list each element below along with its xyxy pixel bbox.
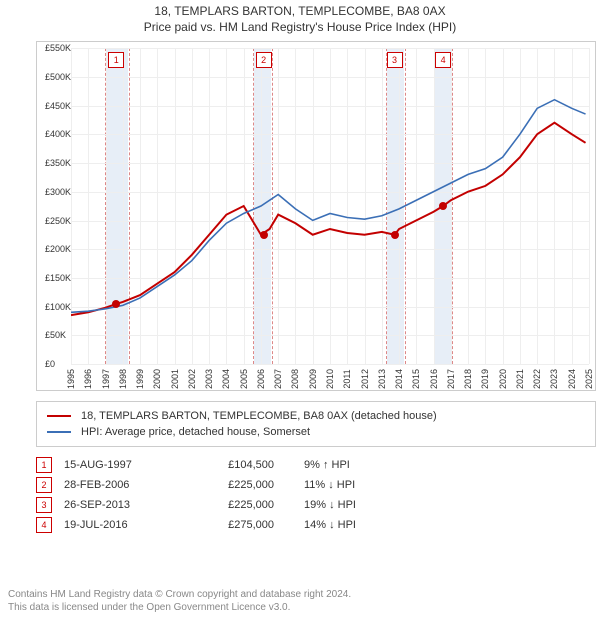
x-tick-label: 2008 bbox=[290, 369, 300, 389]
x-tick-label: 2001 bbox=[170, 369, 180, 389]
x-tick-label: 2019 bbox=[480, 369, 490, 389]
x-tick-label: 2007 bbox=[273, 369, 283, 389]
y-tick-label: £200K bbox=[45, 244, 71, 254]
sale-row: 3 26-SEP-2013£225,000 19% ↓ HPI bbox=[36, 495, 596, 515]
sale-date: 26-SEP-2013 bbox=[64, 499, 184, 511]
y-tick-label: £500K bbox=[45, 72, 71, 82]
title-block: 18, TEMPLARS BARTON, TEMPLECOMBE, BA8 0A… bbox=[8, 4, 592, 35]
legend-row: 18, TEMPLARS BARTON, TEMPLECOMBE, BA8 0A… bbox=[47, 408, 585, 424]
y-tick-label: £0 bbox=[45, 359, 55, 369]
sale-marker bbox=[439, 202, 447, 210]
x-tick-label: 2017 bbox=[446, 369, 456, 389]
sale-diff: 14% ↓ HPI bbox=[304, 519, 424, 531]
sale-flag: 4 bbox=[435, 52, 451, 68]
x-tick-label: 2024 bbox=[567, 369, 577, 389]
y-tick-label: £250K bbox=[45, 216, 71, 226]
x-tick-label: 2014 bbox=[394, 369, 404, 389]
footer-line-1: Contains HM Land Registry data © Crown c… bbox=[8, 589, 351, 602]
x-tick-label: 2003 bbox=[204, 369, 214, 389]
legend-row: HPI: Average price, detached house, Some… bbox=[47, 424, 585, 440]
legend-swatch bbox=[47, 431, 71, 433]
sale-price: £275,000 bbox=[184, 519, 274, 531]
x-tick-label: 2015 bbox=[411, 369, 421, 389]
sale-flag: 2 bbox=[256, 52, 272, 68]
x-tick-label: 2012 bbox=[360, 369, 370, 389]
x-tick-label: 1999 bbox=[135, 369, 145, 389]
sale-row: 2 28-FEB-2006£225,000 11% ↓ HPI bbox=[36, 475, 596, 495]
sale-flag: 1 bbox=[108, 52, 124, 68]
x-tick-label: 2006 bbox=[256, 369, 266, 389]
title-address: 18, TEMPLARS BARTON, TEMPLECOMBE, BA8 0A… bbox=[8, 4, 592, 20]
x-tick-label: 2002 bbox=[187, 369, 197, 389]
sale-index-box: 2 bbox=[36, 477, 52, 493]
x-tick-label: 2010 bbox=[325, 369, 335, 389]
sale-price: £225,000 bbox=[184, 479, 274, 491]
sale-price: £225,000 bbox=[184, 499, 274, 511]
x-tick-label: 2013 bbox=[377, 369, 387, 389]
grid-x bbox=[589, 48, 590, 364]
footer-line-2: This data is licensed under the Open Gov… bbox=[8, 602, 351, 615]
x-tick-label: 2020 bbox=[498, 369, 508, 389]
legend-label: 18, TEMPLARS BARTON, TEMPLECOMBE, BA8 0A… bbox=[81, 410, 437, 422]
sale-row: 1 15-AUG-1997£104,500 9% ↑ HPI bbox=[36, 455, 596, 475]
series-hpi bbox=[71, 100, 586, 313]
x-tick-label: 2000 bbox=[152, 369, 162, 389]
sale-marker bbox=[112, 300, 120, 308]
x-tick-label: 1997 bbox=[101, 369, 111, 389]
series-property bbox=[71, 123, 586, 315]
x-tick-label: 1996 bbox=[83, 369, 93, 389]
sale-index-box: 3 bbox=[36, 497, 52, 513]
footer: Contains HM Land Registry data © Crown c… bbox=[8, 589, 351, 614]
y-tick-label: £450K bbox=[45, 101, 71, 111]
sale-date: 19-JUL-2016 bbox=[64, 519, 184, 531]
x-tick-label: 2004 bbox=[221, 369, 231, 389]
x-tick-label: 1998 bbox=[118, 369, 128, 389]
sale-diff: 11% ↓ HPI bbox=[304, 479, 424, 491]
y-tick-label: £100K bbox=[45, 302, 71, 312]
y-tick-label: £300K bbox=[45, 187, 71, 197]
x-tick-label: 1995 bbox=[66, 369, 76, 389]
sale-diff: 19% ↓ HPI bbox=[304, 499, 424, 511]
sales-table: 1 15-AUG-1997£104,500 9% ↑ HPI 2 28-FEB-2006… bbox=[36, 455, 596, 535]
legend-swatch bbox=[47, 415, 71, 417]
sale-date: 28-FEB-2006 bbox=[64, 479, 184, 491]
x-tick-label: 2009 bbox=[308, 369, 318, 389]
y-tick-label: £550K bbox=[45, 43, 71, 53]
x-tick-label: 2021 bbox=[515, 369, 525, 389]
sale-date: 15-AUG-1997 bbox=[64, 459, 184, 471]
legend-label: HPI: Average price, detached house, Some… bbox=[81, 426, 310, 438]
y-tick-label: £150K bbox=[45, 273, 71, 283]
series-svg bbox=[71, 48, 589, 364]
y-tick-label: £400K bbox=[45, 129, 71, 139]
sale-index-box: 1 bbox=[36, 457, 52, 473]
x-tick-label: 2011 bbox=[342, 370, 352, 389]
page: 18, TEMPLARS BARTON, TEMPLECOMBE, BA8 0A… bbox=[0, 0, 600, 620]
x-tick-label: 2018 bbox=[463, 369, 473, 389]
y-tick-label: £50K bbox=[45, 330, 66, 340]
sale-diff: 9% ↑ HPI bbox=[304, 459, 424, 471]
sale-price: £104,500 bbox=[184, 459, 274, 471]
plot-area: £0£50K£100K£150K£200K£250K£300K£350K£400… bbox=[71, 48, 589, 364]
legend: 18, TEMPLARS BARTON, TEMPLECOMBE, BA8 0A… bbox=[36, 401, 596, 447]
sale-flag: 3 bbox=[387, 52, 403, 68]
x-tick-label: 2005 bbox=[239, 369, 249, 389]
x-tick-label: 2023 bbox=[549, 369, 559, 389]
y-tick-label: £350K bbox=[45, 158, 71, 168]
x-tick-label: 2016 bbox=[429, 369, 439, 389]
grid-y bbox=[71, 364, 589, 365]
title-subtitle: Price paid vs. HM Land Registry's House … bbox=[8, 20, 592, 36]
sale-marker bbox=[391, 231, 399, 239]
x-tick-label: 2025 bbox=[584, 369, 594, 389]
sale-index-box: 4 bbox=[36, 517, 52, 533]
sale-row: 4 19-JUL-2016£275,000 14% ↓ HPI bbox=[36, 515, 596, 535]
sale-marker bbox=[260, 231, 268, 239]
x-tick-label: 2022 bbox=[532, 369, 542, 389]
chart: £0 £50K £100K £150K £200K £250K £300K £350K £400… bbox=[36, 41, 596, 391]
